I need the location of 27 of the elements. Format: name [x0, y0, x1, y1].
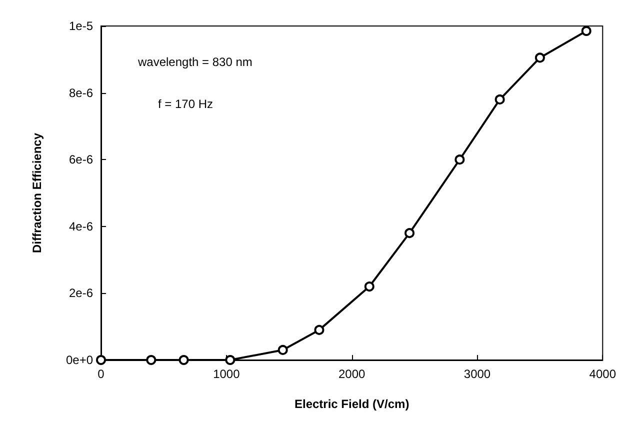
y-axis-title: Diffraction Efficiency [30, 132, 44, 254]
x-tick-label: 2000 [338, 367, 366, 381]
annotation: f = 170 Hz [158, 97, 214, 111]
y-tick-label: 8e-6 [68, 86, 94, 100]
y-tick-label: 0e+0 [66, 353, 94, 367]
point [96, 355, 106, 365]
point [581, 26, 592, 36]
y-tick-label: 6e-6 [68, 152, 94, 167]
x-tick-label: 0 [98, 367, 105, 381]
y-tick-label: 4e-6 [68, 219, 94, 234]
x-tick-label: 4000 [589, 367, 616, 381]
point [494, 94, 505, 104]
x-tick-label: 1000 [213, 367, 240, 381]
point [146, 355, 156, 365]
annotation: wavelength = 830 nm [137, 55, 252, 69]
point [534, 52, 545, 63]
point [278, 344, 288, 355]
point [404, 228, 415, 238]
y-tick-label: 2e-6 [68, 286, 94, 300]
point [178, 355, 189, 365]
y-tick-label: 1e-5 [68, 19, 94, 33]
point [454, 154, 465, 165]
point [225, 355, 236, 365]
x-tick-label: 3000 [464, 367, 491, 381]
point [314, 324, 324, 335]
x-axis-title: Electric Field (V/cm) [294, 397, 410, 411]
point [364, 282, 374, 292]
